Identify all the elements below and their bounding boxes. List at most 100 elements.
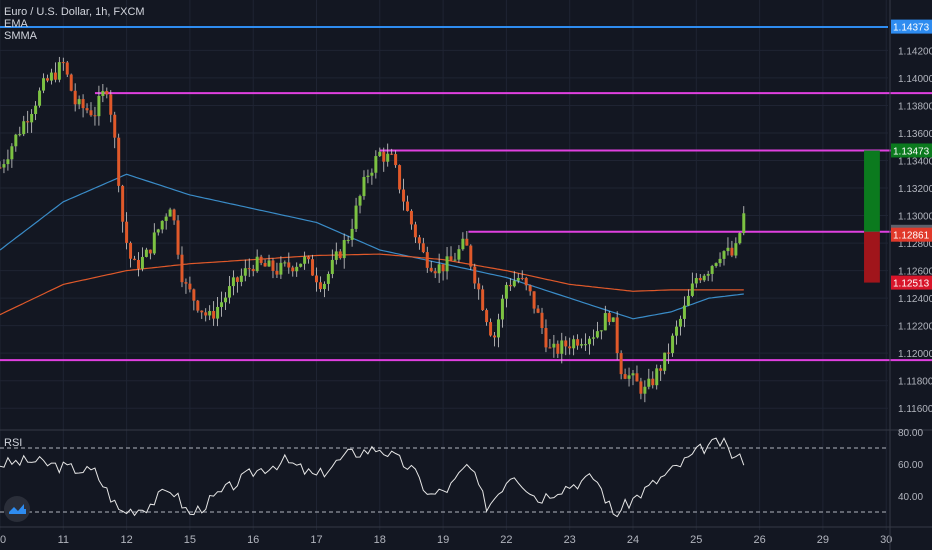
candle-body [227,286,231,298]
candle-body [172,209,176,221]
candle-body [42,78,46,91]
candle-body [718,258,722,264]
y-tick-label: 1.14000 [898,74,932,85]
price-label: 1.12513 [893,279,930,290]
candle-body [287,262,291,268]
candle-body [473,266,477,284]
candle-body [461,238,465,250]
candle-body [524,278,528,286]
candle-body [22,121,26,135]
candle-body [168,209,172,217]
x-tick-label: 30 [880,534,892,546]
candle-body [425,252,429,268]
smma-label[interactable]: SMMA [4,30,37,42]
candle-body [81,99,85,109]
candle-body [61,62,65,64]
stop-zone [864,231,880,283]
candle-body [540,312,544,329]
candle-body [129,242,133,259]
candle-body [247,268,251,270]
candle-body [686,295,690,306]
candle-body [263,262,267,267]
candle-body [631,373,635,376]
candle-body [34,105,38,115]
candle-body [556,343,560,354]
price-label-bg [891,143,932,158]
rsi-label[interactable]: RSI [4,437,23,449]
candle-body [603,313,607,331]
y-tick-label: 1.12000 [898,349,932,360]
candle-body [429,267,433,272]
candle-body [77,99,81,105]
horizontal-levels[interactable] [0,26,932,362]
candle-body [366,175,370,177]
tradingview-logo[interactable] [4,496,30,522]
candle-body [188,283,192,290]
candle-body [390,153,394,155]
candle-body [6,159,10,165]
price-label-bg [891,19,932,34]
candle-body [619,353,623,375]
candle-body [671,335,675,354]
candle-body [164,216,168,221]
candle-body [322,283,326,290]
candle-body [89,110,93,116]
candle-body [580,344,584,346]
candle-body [398,165,402,190]
candle-body [627,375,631,379]
candle-body [176,220,180,255]
candle-body [465,238,469,246]
candle-body [599,330,603,332]
candle-body [560,340,564,354]
candle-body [49,72,53,81]
candle-body [485,310,489,323]
candle-body [667,352,671,354]
candle-body [441,264,445,272]
x-tick-label: 11 [58,534,69,546]
candle-body [259,256,263,263]
candle-body [386,153,390,162]
candle-body [659,368,663,371]
candle-body [30,114,34,123]
candle-body [678,318,682,327]
candle-body [133,258,137,260]
candle-body [334,251,338,260]
candle-body [512,280,516,287]
candle-body [489,322,493,336]
candle-body [417,237,421,244]
candle-body [651,378,655,386]
candle-body [180,254,184,283]
smma-line [0,253,744,316]
candle-body [528,285,532,292]
y-tick-label: 1.13400 [898,157,932,168]
candle-body [152,232,156,254]
candle-body [212,310,216,319]
ema-label[interactable]: EMA [4,18,28,30]
candle-body [10,146,14,160]
candle-body [682,305,686,319]
candle-body [109,94,113,115]
candle-body [587,338,591,345]
candle-body [496,319,500,338]
candle-body [722,251,726,259]
logo-icon [9,504,26,514]
candle-body [136,259,140,269]
candle-body [532,291,536,309]
x-tick-label: 25 [690,534,702,546]
candle-body [342,240,346,259]
rsi-tick-label: 60.00 [898,460,923,471]
rsi-line [0,437,745,518]
price-label: 1.13473 [893,146,930,157]
candle-body [449,256,453,261]
candle-body [576,339,580,346]
candle-body [536,308,540,313]
long-position-tool[interactable] [864,150,880,283]
candle-body [382,151,386,162]
candle-body [117,137,121,186]
candle-body [675,326,679,336]
candle-body [14,134,18,147]
rsi-tick-label: 80.00 [898,428,923,439]
price-label: 1.12861 [893,231,930,242]
candle-body [156,229,160,233]
price-label: 1.14373 [893,23,930,34]
